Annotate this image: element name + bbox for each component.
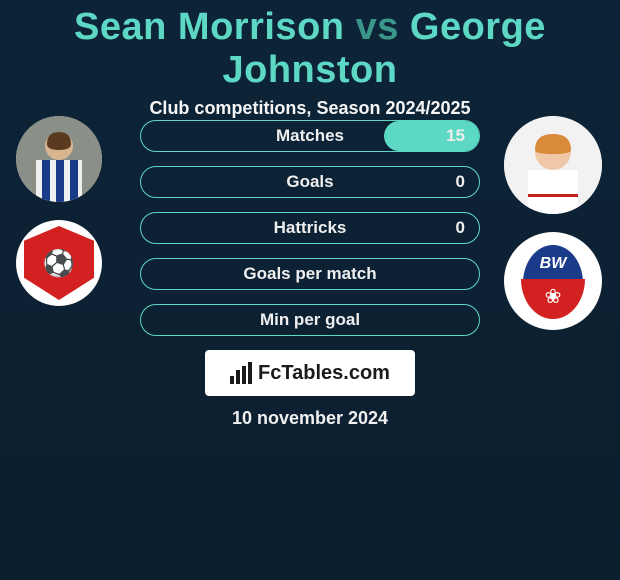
stat-right-value: 0 [456, 172, 465, 192]
player-right-club-badge: BW ❀ [504, 232, 602, 330]
player-left-photo-icon [16, 116, 102, 202]
comparison-title: Sean Morrison vs George Johnston [0, 0, 620, 92]
player-left-column: ⚽ [16, 116, 102, 306]
player-right-avatar [504, 116, 602, 214]
stat-row-goals-per-match: Goals per match [140, 258, 480, 290]
stat-label: Min per goal [260, 310, 360, 330]
player1-name: Sean Morrison [74, 6, 344, 48]
player-right-photo-icon [504, 116, 602, 214]
stat-label: Hattricks [274, 218, 347, 238]
stat-row-hattricks: Hattricks 0 [140, 212, 480, 244]
bolton-crest-icon: BW ❀ [513, 241, 593, 321]
stat-right-value: 0 [456, 218, 465, 238]
vs-separator: vs [356, 6, 399, 48]
stat-row-goals: Goals 0 [140, 166, 480, 198]
stat-right-value: 15 [446, 126, 465, 146]
stat-row-matches: Matches 15 [140, 120, 480, 152]
chart-bars-icon [230, 362, 254, 384]
stat-row-min-per-goal: Min per goal [140, 304, 480, 336]
snapshot-date: 10 november 2024 [0, 408, 620, 429]
stats-container: Matches 15 Goals 0 Hattricks 0 Goals per… [140, 120, 480, 336]
player-left-club-badge: ⚽ [16, 220, 102, 306]
branding-box: FcTables.com [205, 350, 415, 396]
player-left-avatar [16, 116, 102, 202]
stat-label: Matches [276, 126, 344, 146]
rotherham-crest-icon: ⚽ [24, 226, 94, 300]
player-right-column: BW ❀ [504, 116, 602, 330]
branding-text: FcTables.com [258, 362, 390, 385]
stat-label: Goals [286, 172, 333, 192]
stat-label: Goals per match [243, 264, 376, 284]
